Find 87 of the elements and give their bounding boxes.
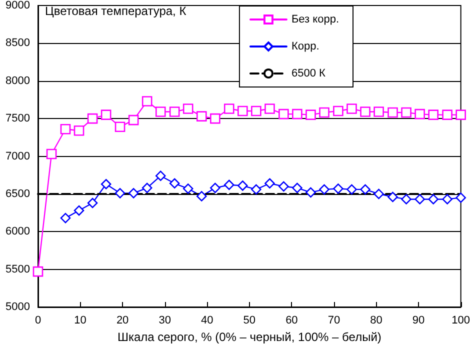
point: [142, 182, 152, 194]
point: [237, 106, 248, 116]
y-axis-title: Цветовая температура, К: [45, 4, 186, 18]
y-tick-label: 5500: [6, 263, 30, 276]
point: [306, 187, 316, 198]
point: [374, 106, 384, 117]
point: [401, 194, 412, 204]
point: [87, 198, 98, 208]
x-tick-label: 90: [412, 314, 425, 326]
x-tick-label: 60: [286, 314, 298, 326]
point: [196, 111, 207, 122]
x-axis-title: Шкала серого, % (0% – черный, 100% – белый): [117, 330, 382, 344]
x-tick-label: 10: [74, 314, 86, 326]
x-tick-label: 20: [116, 314, 129, 326]
point: [388, 192, 398, 202]
legend-label: Корр.: [291, 40, 320, 52]
point: [333, 184, 344, 194]
y-tick-label: 7000: [6, 150, 30, 162]
point: [264, 104, 275, 114]
y-tick-label: 9000: [6, 0, 30, 12]
legend-label: 6500 К: [291, 68, 326, 80]
point: [74, 125, 84, 136]
point: [306, 110, 316, 120]
point: [278, 181, 289, 192]
point: [292, 108, 302, 120]
point: [428, 110, 438, 120]
point: [388, 107, 398, 118]
legend-label: Без корр.: [291, 14, 340, 26]
point: [128, 188, 139, 198]
point: [155, 106, 166, 117]
x-tick-label: 40: [201, 314, 214, 326]
point: [278, 108, 289, 120]
point: [182, 184, 194, 194]
point: [251, 106, 262, 116]
point: [292, 182, 302, 194]
point: [251, 184, 262, 195]
y-tick-label: 7500: [6, 112, 30, 125]
x-tick-label: 0: [34, 314, 42, 326]
point: [74, 205, 84, 216]
point: [196, 191, 207, 202]
point: [60, 212, 71, 224]
y-tick-label: 8500: [6, 37, 30, 50]
point: [414, 194, 425, 204]
point: [346, 104, 357, 114]
x-tick-label: 30: [158, 314, 171, 326]
point: [128, 114, 139, 126]
x-tick-label: 70: [328, 314, 340, 326]
point: [360, 106, 370, 117]
point: [182, 104, 194, 114]
point: [442, 194, 452, 204]
point: [319, 184, 330, 195]
point: [100, 178, 112, 190]
point: [333, 106, 344, 116]
point: [46, 148, 57, 160]
point: [210, 113, 220, 124]
point: [442, 110, 452, 120]
point: [142, 96, 152, 106]
point: [155, 170, 166, 181]
point: [100, 110, 112, 120]
point: [346, 184, 357, 195]
y-tick-label: 6000: [6, 226, 30, 238]
point: [401, 107, 412, 118]
point: [114, 122, 126, 132]
point: [456, 110, 466, 120]
point: [237, 180, 248, 191]
point: [414, 108, 425, 120]
point: [319, 107, 330, 118]
x-tick-label: 80: [370, 314, 382, 326]
point: [456, 192, 466, 203]
point: [60, 124, 71, 134]
point: [169, 178, 180, 189]
point: [169, 106, 180, 117]
x-tick-label: 100: [452, 314, 470, 326]
point: [114, 188, 126, 198]
point: [224, 180, 234, 190]
y-tick-label: 5000: [6, 301, 30, 313]
point: [360, 184, 370, 195]
point: [264, 178, 275, 189]
point: [210, 182, 220, 194]
x-tick-label: 50: [243, 314, 256, 326]
point: [374, 188, 384, 200]
point: [32, 266, 44, 277]
point: [428, 194, 438, 204]
point: [224, 104, 234, 114]
point: [87, 113, 98, 124]
y-tick-label: 6500: [6, 188, 30, 200]
y-tick-label: 8000: [6, 74, 30, 87]
